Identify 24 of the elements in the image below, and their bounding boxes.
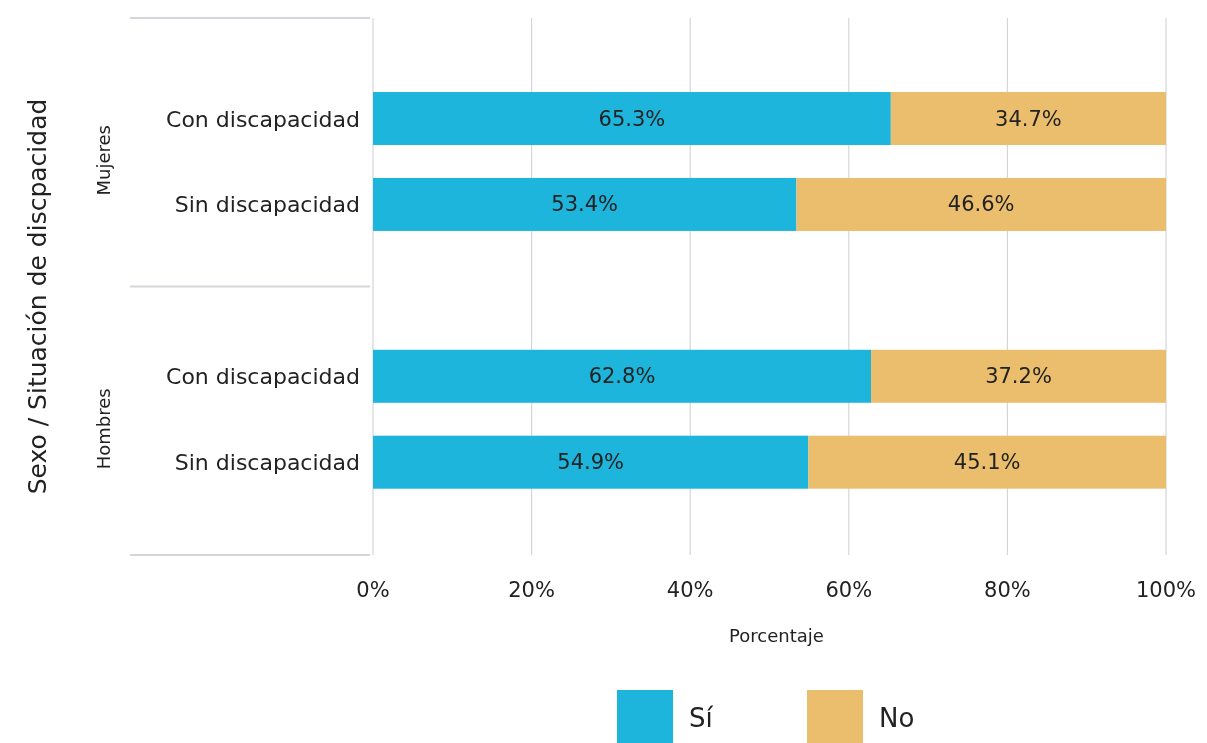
y-tick-label: Sin discapacidad	[174, 450, 360, 476]
data-label: 34.7%	[995, 106, 1062, 131]
data-label: 45.1%	[953, 450, 1021, 475]
legend-label: Sí	[689, 703, 714, 733]
data-label: 37.2%	[985, 364, 1052, 389]
x-tick-label: 40%	[666, 578, 714, 602]
x-tick-label: 80%	[984, 578, 1031, 602]
x-tick-label: 100%	[1135, 578, 1197, 602]
data-label: 65.3%	[598, 106, 666, 131]
x-tick-label: 20%	[508, 578, 555, 602]
x-tick-label: 60%	[825, 578, 873, 602]
legend-label: No	[879, 703, 915, 733]
data-label: 62.8%	[588, 364, 656, 389]
y-tick-label: Con discapacidad	[166, 364, 360, 390]
x-tick-label: 0%	[356, 578, 390, 602]
text: Hombres	[93, 388, 114, 470]
y-axis-title: Sexo / Situación de discpacidad	[23, 98, 52, 495]
text: Mujeres	[93, 125, 114, 196]
data-label: 53.4%	[551, 192, 619, 217]
data-label: 46.6%	[947, 192, 1015, 217]
y-tick-label: Sin discapacidad	[174, 192, 360, 218]
data-label: 54.9%	[557, 450, 625, 475]
y-tick-label: Con discapacidad	[166, 106, 360, 132]
x-axis-title: Porcentaje	[729, 625, 824, 646]
